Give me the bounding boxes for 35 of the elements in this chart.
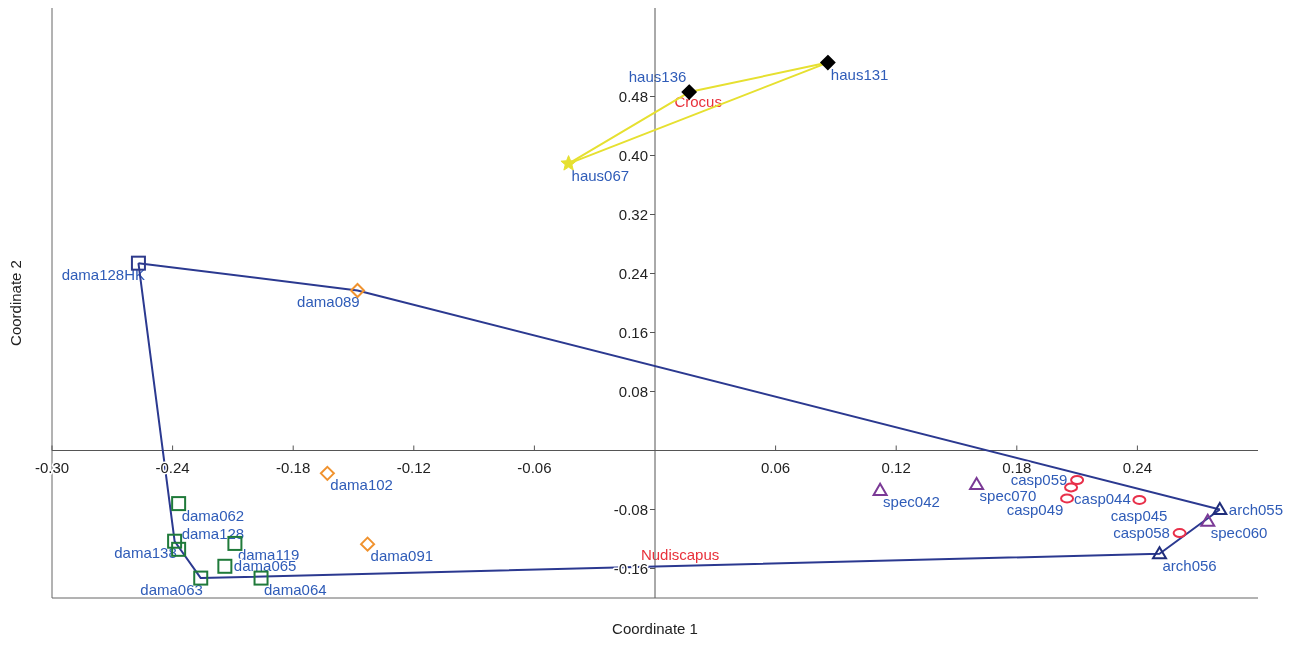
y-tick-label: 0.16 bbox=[618, 323, 648, 341]
y-axis-title: Coordinate 2 bbox=[7, 260, 25, 346]
data-label: casp045 bbox=[1110, 506, 1168, 524]
data-label: haus136 bbox=[628, 68, 687, 86]
y-tick-label: 0.08 bbox=[618, 382, 648, 400]
data-label: dama128 bbox=[181, 525, 245, 543]
data-label: casp044 bbox=[1074, 490, 1131, 508]
data-label: spec060 bbox=[1210, 524, 1268, 542]
data-label: dama102 bbox=[330, 476, 393, 494]
data-label: haus067 bbox=[571, 166, 630, 184]
data-label: spec042 bbox=[883, 493, 940, 511]
x-tick-label: 0.12 bbox=[881, 458, 911, 476]
x-tick-label: 0.18 bbox=[1002, 458, 1032, 476]
series-label: Nudiscapus bbox=[640, 545, 720, 563]
y-tick-label: 0.40 bbox=[618, 146, 648, 164]
y-tick-label: 0.24 bbox=[618, 264, 648, 282]
y-tick-label: -0.08 bbox=[613, 500, 648, 518]
x-tick-label: 0.24 bbox=[1122, 458, 1152, 476]
data-label: dama062 bbox=[181, 506, 245, 524]
data-label: dama063 bbox=[140, 581, 203, 599]
data-label: haus131 bbox=[830, 65, 889, 83]
x-axis-title: Coordinate 1 bbox=[612, 620, 698, 637]
x-tick-label: -0.06 bbox=[517, 458, 552, 476]
x-tick-label: 0.06 bbox=[761, 458, 791, 476]
data-label: arch055 bbox=[1228, 500, 1284, 518]
y-tick-label: 0.48 bbox=[618, 87, 648, 105]
data-label: arch056 bbox=[1162, 556, 1217, 574]
data-label: dama091 bbox=[370, 547, 434, 565]
x-tick-label: -0.12 bbox=[396, 458, 431, 476]
data-label: dama064 bbox=[264, 581, 327, 599]
data-label: dama089 bbox=[297, 293, 360, 311]
x-tick-label: -0.30 bbox=[34, 458, 70, 476]
y-tick-label: 0.32 bbox=[618, 205, 648, 223]
x-tick-label: -0.18 bbox=[276, 458, 311, 476]
data-label: casp058 bbox=[1113, 524, 1170, 542]
